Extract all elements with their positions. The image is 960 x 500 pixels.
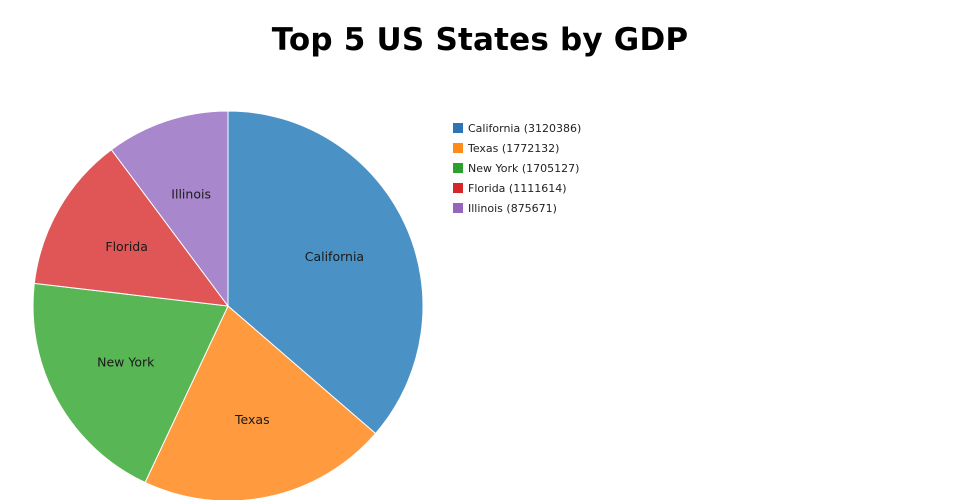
legend-item-florida[interactable]: Florida (1111614)	[453, 178, 581, 198]
pie-slice-texas[interactable]	[144, 305, 377, 500]
slice-label-illinois: Illinois	[171, 186, 211, 201]
slice-label-florida: Florida	[105, 239, 148, 254]
legend-item-new-york[interactable]: New York (1705127)	[453, 158, 581, 178]
pie-slice-illinois[interactable]	[110, 110, 229, 308]
legend-label: Illinois (875671)	[468, 201, 557, 215]
legend-swatch	[453, 143, 463, 153]
legend-item-illinois[interactable]: Illinois (875671)	[453, 198, 581, 218]
legend-swatch	[453, 163, 463, 173]
legend-swatch	[453, 203, 463, 213]
slice-label-california: California	[305, 249, 364, 264]
slice-label-texas: Texas	[234, 412, 270, 427]
pie-slice-california[interactable]	[227, 110, 424, 435]
legend-label: New York (1705127)	[468, 161, 580, 175]
legend-item-texas[interactable]: Texas (1772132)	[453, 138, 581, 158]
pie-slice-new-york[interactable]	[32, 282, 229, 484]
chart-title: Top 5 US States by GDP	[271, 22, 689, 58]
slice-label-new-york: New York	[97, 354, 155, 369]
legend-swatch	[453, 183, 463, 193]
legend-label: California (3120386)	[468, 121, 582, 135]
legend-label: Florida (1111614)	[468, 181, 567, 195]
legend: California (3120386) Texas (1772132) New Y…	[453, 118, 581, 218]
legend-swatch	[453, 123, 463, 133]
legend-label: Texas (1772132)	[468, 141, 560, 155]
legend-item-california[interactable]: California (3120386)	[453, 118, 581, 138]
pie-slice-florida[interactable]	[33, 148, 230, 307]
